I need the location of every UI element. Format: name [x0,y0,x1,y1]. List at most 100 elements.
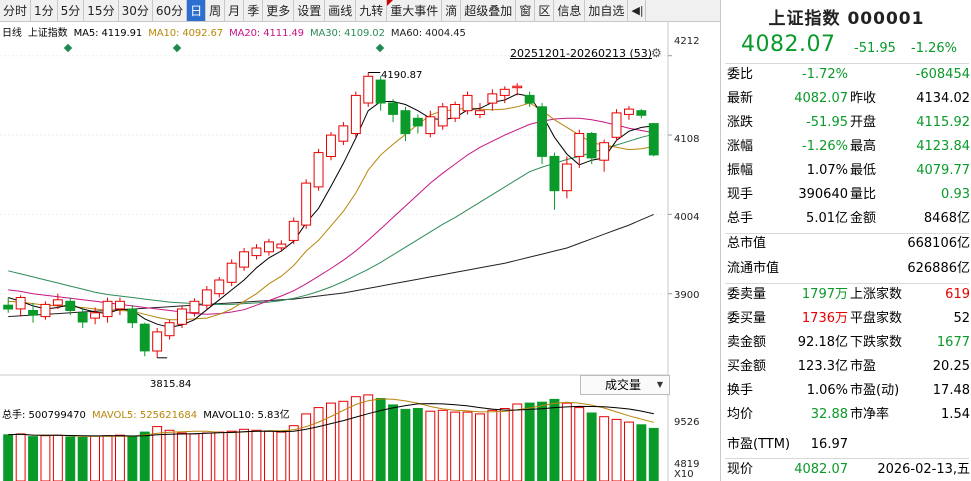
volume-bar [127,436,138,481]
volume-bar [350,396,361,481]
quote-value: 4134.02 [916,91,970,106]
quote-label: 市盈 [850,359,877,374]
float-cap-row: 流通市值 626886亿 [721,257,971,281]
quote-value: 4123.84 [916,139,970,154]
candle-body [561,163,572,192]
collapse-panel-icon[interactable]: ◀| [628,0,647,21]
quote-value: 0.93 [941,187,970,202]
candle-body [338,125,349,142]
quote-value: 17.48 [932,383,970,398]
volume-bar [561,402,572,481]
quote-value: 1677 [936,335,970,350]
quote-row: 买金额 123.3亿 市盈 20.25 [721,355,971,379]
price-tick: 4004 [674,212,700,223]
quote-value: 123.3亿 [797,359,848,374]
volume-bar [611,418,622,481]
volume-bar [139,431,150,481]
quote-value: 619 [945,287,970,302]
toolbar-button-9[interactable]: 季 [244,0,264,21]
toolbar-button-7[interactable]: 周 [206,0,226,21]
gear-icon[interactable]: ⚙ [651,46,662,60]
volume-bar [524,402,535,481]
candle-body [326,134,336,157]
index-name-label: 上证指数 [27,28,68,39]
candle-body [264,241,274,253]
candle-body [611,112,622,138]
toolbar-button-19[interactable]: 信息 [554,0,586,21]
toolbar-button-6[interactable]: 日 [187,0,207,21]
volume-bar [400,408,411,481]
quote-value: 1.54 [941,407,970,422]
quote-value: 5.01亿 [806,211,848,226]
quote-value: 1736万 [801,311,848,326]
quote-value: 4082.07 [794,91,848,106]
toolbar-button-17[interactable]: 窗 [516,0,536,21]
kline-chart[interactable] [0,22,720,481]
indicator-select[interactable]: 成交量 [580,375,670,395]
toolbar-button-5[interactable]: 60分 [153,0,188,21]
period-toolbar: 分时 1分 5分 15分 30分 60分日周月季更多 设置 画线 九转 重大事件滴超级叠加窗区信息… [0,0,720,22]
toolbar-button-13[interactable]: 九转 [356,0,388,21]
candle-body [102,300,113,318]
candle-body [388,102,399,115]
toolbar-button-3[interactable]: 15分 [84,0,119,21]
kline-chart-area[interactable]: 日线 上证指数 MA5: 4119.91 MA10: 4092.67 MA20:… [0,22,720,481]
volume-bar [226,430,237,481]
ma60-line [8,213,654,318]
toolbar-button-11[interactable]: 设置 [294,0,326,21]
toolbar-button-12[interactable]: 画线 [325,0,357,21]
volume-tick: X10 [674,469,694,480]
candle-body [375,79,386,104]
quote-panel: 上证指数 000001 4082.07 -51.95 -1.26% 委比 -1.7… [720,0,971,481]
price-tick: 4108 [674,134,700,145]
candle-body [400,110,411,135]
candle-body [363,75,374,104]
candle-body [636,110,647,116]
quote-row: 换手 1.06% 市盈(动) 17.48 [721,379,971,403]
quote-value: 52 [953,311,970,326]
volume-bar [164,429,175,481]
volume-bar [65,436,76,481]
toolbar-button-15[interactable]: 滴 [442,0,462,21]
date-range-link[interactable]: 20251201-20260213 (53) [510,47,653,60]
ma30-legend: MA30: 4109.02 [310,28,385,39]
candle-body [3,304,14,310]
candle-body [574,133,585,157]
quote-value: 92.18亿 [797,335,848,350]
volume-bar [189,433,200,481]
quote-row: 委卖量 1797万 上涨家数 619 [721,283,971,307]
toolbar-button-1[interactable]: 1分 [31,0,58,21]
last-date-value: 2026-02-13,五 [877,462,970,477]
quote-label: 委比 [727,67,754,82]
toolbar-button-4[interactable]: 30分 [119,0,153,21]
toolbar-button-18[interactable]: 区 [535,0,555,21]
candle-body [164,322,175,337]
volume-bar [363,394,374,481]
candle-body [350,94,361,134]
candle-body [475,110,485,115]
quote-value: 1.06% [806,383,848,398]
toolbar-button-8[interactable]: 月 [225,0,245,21]
volume-bar [412,408,423,481]
volume-bar [338,400,349,481]
candle-body [487,93,498,104]
quote-value: 32.88 [810,407,848,422]
toolbar-button-16[interactable]: 超级叠加 [461,0,517,21]
market-cap-label: 总市值 [727,236,767,251]
divider [725,283,969,284]
ma-legend: 日线 上证指数 MA5: 4119.91 MA10: 4092.67 MA20:… [2,24,469,39]
quote-label: 振幅 [727,163,754,178]
last-price-label: 现价 [727,462,754,477]
toolbar-button-10[interactable]: 更多 [263,0,295,21]
toolbar-button-20[interactable]: 加自选 [585,0,629,21]
pe-ttm-row: 市盈(TTM) 16.97 [721,433,971,457]
quote-label: 委卖量 [727,287,767,302]
toolbar-button-0[interactable]: 分时 [0,0,32,21]
toolbar-button-2[interactable]: 5分 [58,0,85,21]
volume-bar [102,435,113,481]
candle-body [15,297,26,310]
candle-body [251,247,262,257]
pe-ttm-label: 市盈(TTM) [727,437,791,452]
toolbar-button-14[interactable]: 重大事件 [387,0,443,21]
ma5-legend: MA5: 4119.91 [73,28,143,39]
